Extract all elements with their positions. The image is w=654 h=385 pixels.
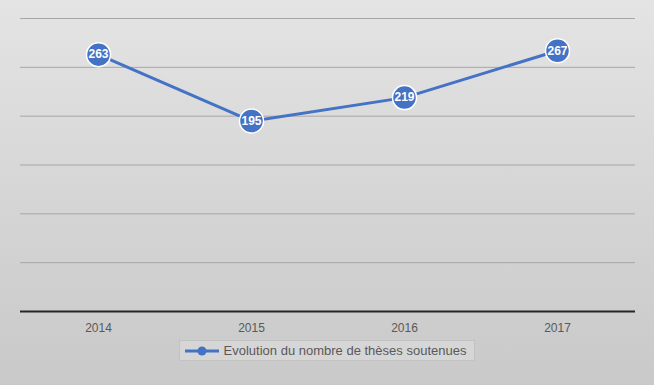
svg-text:2014: 2014 (85, 321, 112, 335)
svg-text:2015: 2015 (238, 321, 265, 335)
svg-text:2016: 2016 (391, 321, 418, 335)
svg-text:2017: 2017 (544, 321, 571, 335)
svg-text:195: 195 (241, 114, 261, 128)
html-text:Evolution du nombre de thèses: Evolution du nombre de thèses soutenues (223, 343, 467, 358)
svg-text:219: 219 (394, 90, 414, 104)
svg-text:267: 267 (547, 44, 567, 58)
svg-text:263: 263 (88, 47, 108, 61)
